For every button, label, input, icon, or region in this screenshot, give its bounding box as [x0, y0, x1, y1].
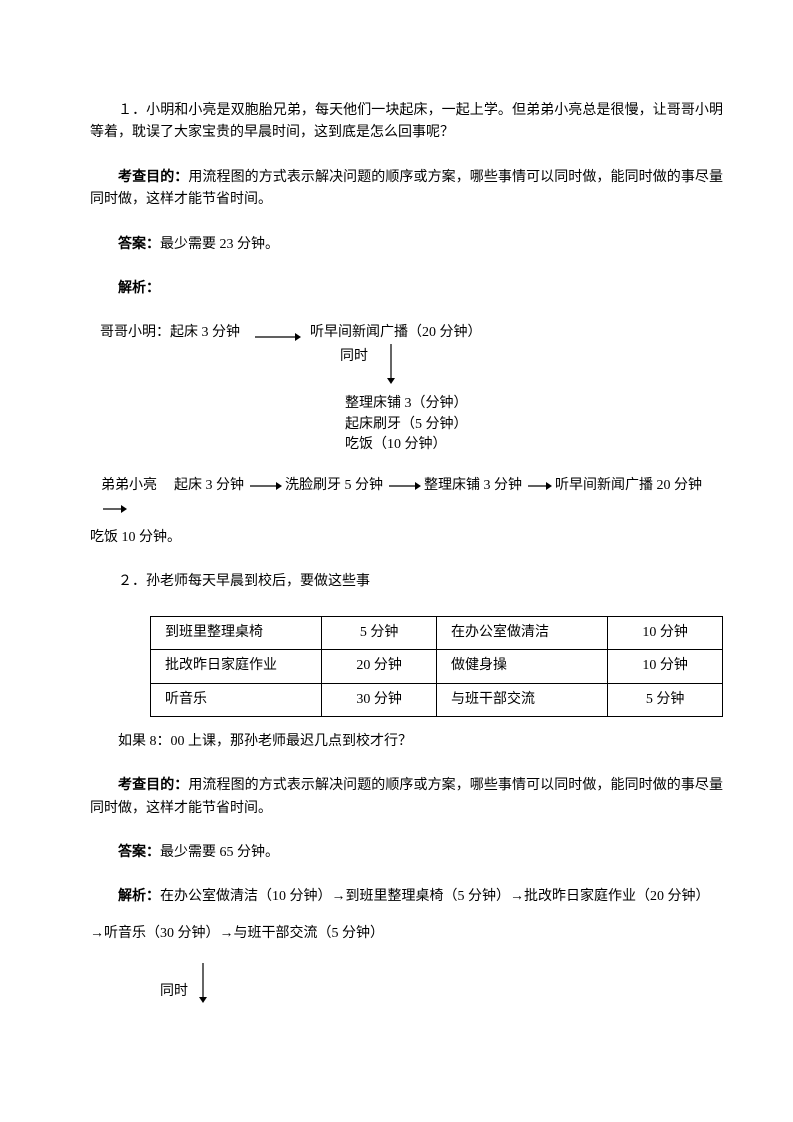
q2-tongshi-flow: 同时: [90, 963, 723, 1013]
cell: 到班里整理桌椅: [151, 616, 322, 649]
flow-sublist: 整理床铺 3（分钟） 起床刷牙（5 分钟） 吃饭（10 分钟）: [345, 394, 468, 455]
flow-gege-step1: 哥哥小明：起床 3 分钟: [100, 322, 240, 344]
flow-sub2: 起床刷牙（5 分钟）: [345, 415, 468, 435]
cell: 5 分钟: [608, 683, 723, 716]
cell: 30 分钟: [322, 683, 437, 716]
q2-kaocha: 考查目的：用流程图的方式表示解决问题的顺序或方案，哪些事情可以同时做，能同时做的…: [90, 775, 723, 820]
cell: 听音乐: [151, 683, 322, 716]
cell: 10 分钟: [608, 616, 723, 649]
answer-label: 答案：: [118, 845, 160, 860]
cell: 10 分钟: [608, 650, 723, 683]
answer-text: 最少需要 23 分钟。: [160, 237, 279, 252]
q2-answer: 答案：最少需要 65 分钟。: [90, 842, 723, 864]
didi-s2: 洗脸刷牙 5 分钟: [285, 475, 383, 497]
flow-tongshi-label: 同时: [340, 346, 368, 368]
q1-intro: １．小明和小亮是双胞胎兄弟，每天他们一块起床，一起上学。但弟弟小亮总是很慢，让哥…: [90, 100, 723, 145]
didi-s4: 听早间新闻广播 20 分钟: [555, 475, 702, 497]
tongshi-label: 同时: [160, 981, 188, 1003]
arrow-right-icon: [387, 475, 421, 497]
table-row: 听音乐 30 分钟 与班干部交流 5 分钟: [151, 683, 723, 716]
q1-jiexi-label: 解析：: [90, 278, 723, 300]
answer-text: 最少需要 65 分钟。: [160, 845, 279, 860]
q1-answer: 答案：最少需要 23 分钟。: [90, 234, 723, 256]
kaocha-label: 考查目的：: [118, 170, 188, 185]
table-row: 批改昨日家庭作业 20 分钟 做健身操 10 分钟: [151, 650, 723, 683]
q2-jiexi-line2: →听音乐（30 分钟）→与班干部交流（5 分钟）: [90, 923, 723, 945]
cell: 批改昨日家庭作业: [151, 650, 322, 683]
q2-table: 到班里整理桌椅 5 分钟 在办公室做清洁 10 分钟 批改昨日家庭作业 20 分…: [150, 616, 723, 717]
arrow-right-icon: [101, 498, 127, 520]
q2-condition: 如果 8：00 上课，那孙老师最迟几点到校才行？: [90, 731, 723, 753]
jiexi-label: 解析：: [118, 889, 160, 904]
flow-sub3: 吃饭（10 分钟）: [345, 435, 468, 455]
arrow-down-icon: [197, 963, 209, 1011]
didi-s1: 起床 3 分钟: [174, 475, 244, 497]
cell: 与班干部交流: [436, 683, 607, 716]
q2-jiexi: 解析：在办公室做清洁（10 分钟）→到班里整理桌椅（5 分钟）→批改昨日家庭作业…: [90, 886, 723, 908]
flow-sub1: 整理床铺 3（分钟）: [345, 394, 468, 414]
didi-s3: 整理床铺 3 分钟: [424, 475, 522, 497]
cell: 在办公室做清洁: [436, 616, 607, 649]
page-content: １．小明和小亮是双胞胎兄弟，每天他们一块起床，一起上学。但弟弟小亮总是很慢，让哥…: [0, 0, 793, 1073]
kaocha-label: 考查目的：: [118, 778, 188, 793]
table-row: 到班里整理桌椅 5 分钟 在办公室做清洁 10 分钟: [151, 616, 723, 649]
arrow-right-icon: [526, 475, 552, 497]
q1-didi-flow: 弟弟小亮 起床 3 分钟 洗脸刷牙 5 分钟 整理床铺 3 分钟 听早间新闻广播…: [90, 475, 723, 521]
jiexi-line1: 在办公室做清洁（10 分钟）→到班里整理桌椅（5 分钟）→批改昨日家庭作业（20…: [160, 889, 710, 904]
cell: 5 分钟: [322, 616, 437, 649]
answer-label: 答案：: [118, 237, 160, 252]
arrow-right-icon: [255, 326, 301, 348]
q2-intro: ２．孙老师每天早晨到校后，要做这些事: [90, 571, 723, 593]
cell: 做健身操: [436, 650, 607, 683]
didi-prefix: 弟弟小亮: [101, 475, 157, 497]
q1-flowchart: 哥哥小明：起床 3 分钟 听早间新闻广播（20 分钟） 同时 整理床铺 3（分钟…: [90, 322, 723, 457]
cell: 20 分钟: [322, 650, 437, 683]
didi-tail: 吃饭 10 分钟。: [90, 527, 723, 549]
flow-gege-step2: 听早间新闻广播（20 分钟）: [310, 322, 482, 344]
arrow-down-icon: [385, 344, 397, 392]
arrow-right-icon: [248, 475, 282, 497]
q1-kaocha: 考查目的：用流程图的方式表示解决问题的顺序或方案，哪些事情可以同时做，能同时做的…: [90, 167, 723, 212]
